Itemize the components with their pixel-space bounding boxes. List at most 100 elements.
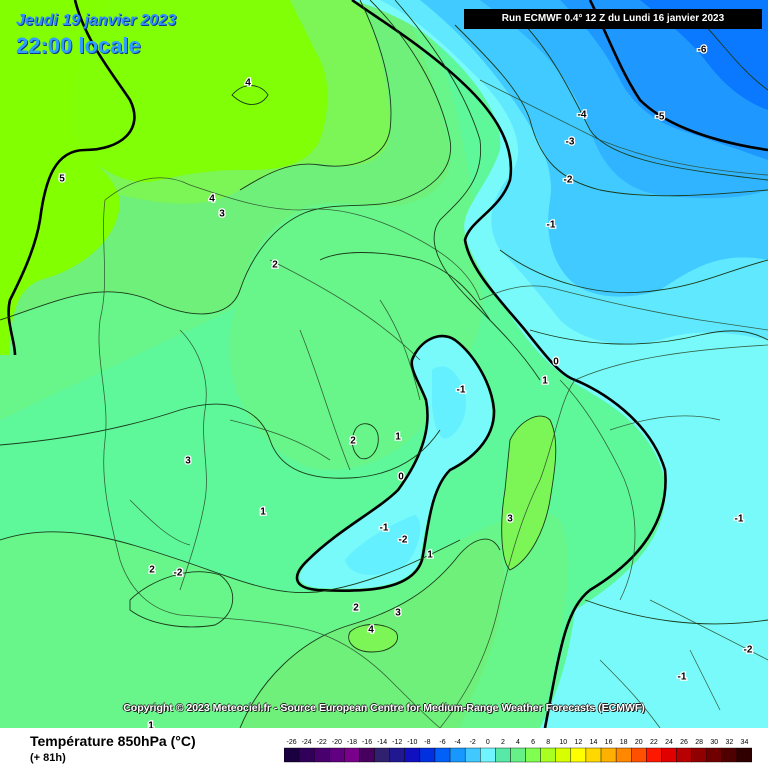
contour-label: 4 — [368, 625, 374, 636]
contour-label: 2 — [149, 565, 155, 576]
contour-label: 4 — [209, 194, 215, 205]
model-run-label: Run ECMWF 0.4° 12 Z du Lundi 16 janvier … — [464, 9, 762, 29]
scale-swatch — [540, 747, 556, 763]
scale-tick-label: 14 — [590, 739, 598, 746]
band-4-south — [348, 624, 398, 652]
borders — [98, 79, 768, 728]
scale-swatch — [313, 747, 330, 763]
contour-label: -1 — [735, 514, 744, 525]
scale-swatch — [736, 747, 752, 763]
contour-label: -2 — [744, 645, 753, 656]
color-scale: -26 -24 -22 -20 -18 -16 -14 -12 -10 -8 -6 -4 -2 0 2 4 6 8… — [284, 739, 752, 763]
contour-label: 3 — [507, 514, 513, 525]
scale-tick-label: 34 — [741, 739, 749, 746]
scale-tick-label: 18 — [620, 739, 628, 746]
contour-label: -1 — [457, 385, 466, 396]
legend-subtitle: (+ 81h) — [30, 752, 66, 764]
scale-swatch — [570, 747, 587, 763]
scale-swatch — [646, 747, 662, 763]
scale-tick-label: 26 — [680, 739, 688, 746]
scale-swatch — [525, 747, 541, 763]
forecast-date: Jeudi 19 janvier 2023 — [16, 12, 177, 29]
scale-tick-label: -6 — [439, 739, 445, 746]
contour-label: -3 — [566, 137, 575, 148]
cold-pocket-inner2 — [345, 515, 421, 575]
scale-swatch — [555, 747, 572, 763]
contour-label: 1 — [148, 721, 154, 728]
contour-label: 2 — [272, 260, 278, 271]
contour-label: 3 — [185, 456, 191, 467]
scale-swatch — [691, 747, 707, 763]
scale-swatch — [600, 747, 617, 763]
contour-label: -4 — [578, 110, 587, 121]
contour-label: 5 — [59, 174, 65, 185]
contour-label: 1 — [395, 432, 401, 443]
contour-label: -5 — [656, 112, 665, 123]
scale-swatch — [510, 747, 526, 763]
scale-swatch — [449, 747, 466, 763]
scale-tick-label: -10 — [407, 739, 417, 746]
scale-tick-label: 4 — [516, 739, 520, 746]
isotherm-0 — [351, 0, 667, 728]
scale-swatch — [434, 747, 451, 763]
scale-tick-label: 24 — [665, 739, 673, 746]
scale-swatch — [359, 747, 375, 763]
isotherm-0-pocket — [295, 334, 496, 592]
band-5-inner — [0, 0, 120, 355]
contour-label: -2 — [399, 535, 408, 546]
band-5 — [0, 0, 328, 350]
scale-swatch — [374, 747, 390, 763]
scale-tick-label: -8 — [424, 739, 430, 746]
contour-label: 1 — [260, 507, 266, 518]
scale-tick-label: 30 — [710, 739, 718, 746]
scale-tick-label: -14 — [377, 739, 387, 746]
scale-tick-label: 16 — [605, 739, 613, 746]
scale-tick-label: -4 — [454, 739, 460, 746]
contour-label: 2 — [350, 436, 356, 447]
contour-label: -1 — [547, 220, 556, 231]
scale-swatch — [706, 747, 723, 763]
scale-tick-label: 22 — [650, 739, 658, 746]
forecast-time: 22:00 locale — [16, 33, 141, 58]
scale-swatch — [676, 747, 692, 763]
scale-swatch — [661, 747, 677, 763]
contour-label: -2 — [174, 568, 183, 579]
scale-swatch — [480, 747, 496, 763]
scale-swatch — [389, 747, 405, 763]
scale-swatch — [495, 747, 511, 763]
scale-tick-label: 32 — [725, 739, 733, 746]
scale-tick-label: 0 — [486, 739, 490, 746]
scale-tick-label: 10 — [559, 739, 567, 746]
scale-swatch — [344, 747, 360, 763]
scale-swatch — [284, 747, 300, 763]
scale-tick-label: 8 — [546, 739, 550, 746]
scale-swatch — [631, 747, 647, 763]
scale-tick-label: -22 — [317, 739, 327, 746]
contour-label: -2 — [564, 175, 573, 186]
contour-label: 2 — [353, 603, 359, 614]
scale-tick-label: 20 — [635, 739, 643, 746]
scale-tick-label: -26 — [286, 739, 296, 746]
band-3-east — [501, 416, 556, 570]
scale-tick-label: -16 — [362, 739, 372, 746]
scale-tick-label: -12 — [392, 739, 402, 746]
isotherm-minus5 — [588, 0, 768, 152]
contour-label: 1 — [427, 550, 433, 561]
contour-label: 3 — [395, 608, 401, 619]
scale-tick-label: -20 — [332, 739, 342, 746]
isotherm-5 — [7, 0, 136, 356]
scale-swatch — [615, 747, 632, 763]
scale-swatch — [404, 747, 421, 763]
contour-label: 1 — [542, 376, 548, 387]
scale-tick-label: -2 — [470, 739, 476, 746]
scale-swatch — [721, 747, 738, 763]
contour-label: -1 — [678, 672, 687, 683]
contour-label: 0 — [398, 472, 404, 483]
cold-pocket-inner — [432, 366, 467, 439]
contour-label: -6 — [698, 45, 707, 56]
copyright-notice: Copyright © 2023 Meteociel.fr - Source E… — [123, 702, 645, 714]
scale-tick-label: 12 — [574, 739, 582, 746]
contour-label: 3 — [219, 209, 225, 220]
